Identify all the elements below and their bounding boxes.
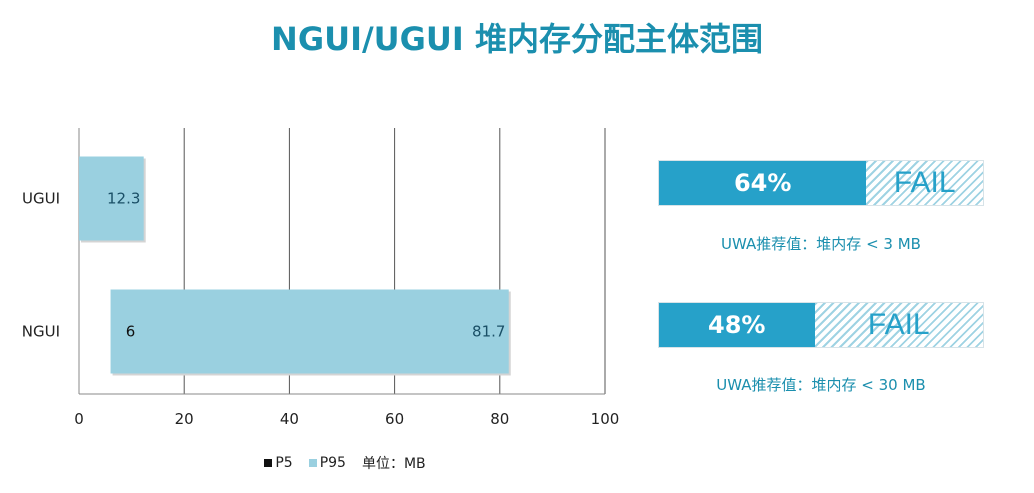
ugui-gauge: 64% FAIL [658,160,984,206]
recommendation-text: UWA推荐值：堆内存 < 3 MB [721,235,921,253]
legend: P5 P95 单位：MB [0,453,690,473]
data-label-p95: 81.7 [472,323,505,341]
legend-label: P95 [319,455,346,471]
legend-swatch [308,459,317,467]
x-tick-label: 40 [280,410,299,428]
x-tick-label: 0 [74,410,84,428]
data-label-p5: 6 [126,323,136,341]
data-label-p95: 12.3 [107,190,140,208]
category-label: NGUI [22,323,60,341]
legend-item-p5: P5 [264,455,293,471]
bar-ngui [110,289,509,374]
gauge-fill: 64% [659,161,867,205]
gauge-status: FAIL [867,308,930,341]
bar-ugui [79,156,144,241]
gauge-status: FAIL [893,166,956,199]
recommendation-text: UWA推荐值：堆内存 < 30 MB [716,376,926,394]
unit-label: 单位：MB [361,456,426,472]
page-title: NGUI/UGUI 堆内存分配主体范围 [271,20,763,58]
x-tick-label: 100 [591,410,620,428]
legend-swatch [264,459,273,467]
category-label: UGUI [22,190,60,208]
x-tick-label: 60 [385,410,404,428]
range-bar-chart: 0 20 40 60 80 100 UGUI 12.3 NGUI 6 81.7 [22,128,620,428]
legend-item-p95: P95 [308,455,346,471]
legend-label: P5 [275,455,293,471]
x-tick-label: 20 [175,410,194,428]
x-tick-label: 80 [490,410,509,428]
ngui-gauge: 48% FAIL [658,302,984,348]
gauge-fill: 48% [659,303,815,347]
